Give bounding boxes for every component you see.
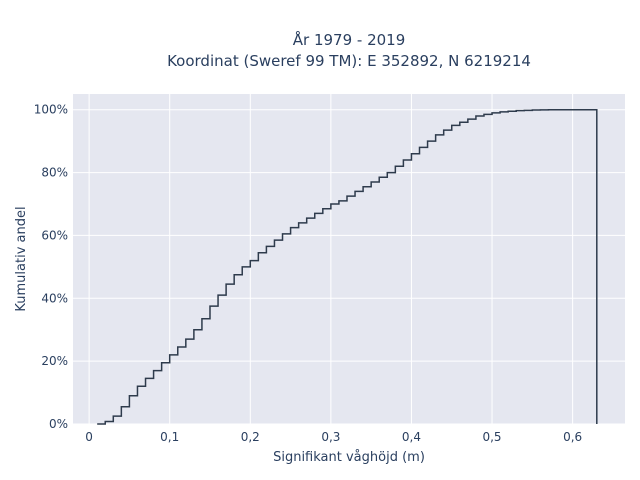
y-tick-label: 20%	[41, 354, 68, 368]
y-axis-title: Kumulativ andel	[14, 206, 29, 311]
x-tick-label: 0,4	[402, 430, 421, 444]
series-layer	[97, 108, 598, 425]
x-tick-label: 0,3	[321, 430, 340, 444]
x-tick-label: 0,1	[160, 430, 179, 444]
x-tick-label: 0	[85, 430, 93, 444]
y-tick-label: 100%	[34, 103, 68, 117]
cdf-step-line	[97, 108, 598, 425]
x-tick-labels: 0 0,1 0,2 0,3 0,4 0,5 0,6	[85, 430, 582, 444]
x-tick-label: 0,6	[563, 430, 582, 444]
y-tick-label: 60%	[41, 228, 68, 242]
y-tick-label: 40%	[41, 291, 68, 305]
y-tick-label: 80%	[41, 166, 68, 180]
chart-title-line-1: År 1979 - 2019	[293, 30, 406, 49]
y-tick-labels: 0% 20% 40% 60% 80% 100%	[34, 103, 68, 431]
plot-background	[73, 94, 625, 424]
chart-title-line-2: Koordinat (Sweref 99 TM): E 352892, N 62…	[167, 52, 531, 70]
x-axis-title: Signifikant våghöjd (m)	[273, 450, 425, 465]
y-tick-label: 0%	[49, 417, 68, 431]
x-tick-label: 0,5	[482, 430, 501, 444]
x-tick-label: 0,2	[241, 430, 260, 444]
